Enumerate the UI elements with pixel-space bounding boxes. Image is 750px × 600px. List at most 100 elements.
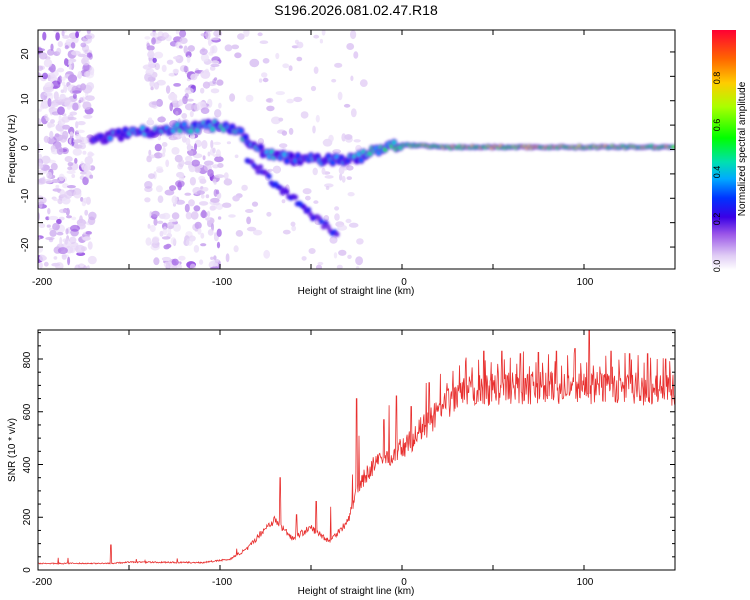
noise-blob [259,40,269,44]
ridge-core [238,128,244,134]
noise-blob [313,66,319,74]
noise-blob [210,256,214,260]
noise-blob [169,185,177,191]
noise-blob [173,83,182,87]
noise-blob [67,114,74,121]
noise-blob [148,149,152,156]
noise-blob [164,189,175,196]
noise-blob [72,148,83,156]
noise-blob [198,201,209,206]
noise-blob [278,117,284,122]
noise-blob [180,132,186,139]
noise-blob [188,150,194,157]
noise-blob [215,189,220,195]
noise-blob [61,30,65,37]
noise-blob [67,162,74,167]
noise-blob [203,160,214,166]
noise-blob [302,188,312,195]
noise-blob [56,218,62,225]
noise-blob [61,76,66,81]
noise-blob [51,179,60,183]
noise-blob [348,222,359,228]
noise-blob [346,43,355,50]
noise-blob [353,139,361,143]
noise-blob [66,170,76,175]
noise-blob [151,101,160,106]
noise-blob [215,149,221,158]
noise-blob [54,133,60,138]
noise-blob [324,175,334,179]
noise-blob [82,176,89,186]
noise-blob [355,265,360,269]
noise-blob [168,93,178,101]
noise-blob [72,90,82,94]
noise-blob [56,47,62,55]
noise-blob [179,45,183,49]
noise-blob [202,81,211,89]
snr-ytick-label: 800 [22,351,33,368]
noise-blob [186,98,194,102]
noise-blob [147,223,151,229]
noise-blob [249,58,260,68]
noise-blob [190,211,199,220]
noise-blob [73,189,82,199]
noise-blob [308,248,316,254]
noise-blob [204,30,213,33]
noise-blob [146,42,150,48]
noise-blob [172,223,181,232]
noise-blob [157,135,162,141]
noise-blob [53,30,60,33]
noise-blob [146,71,154,75]
noise-blob [168,136,178,141]
ridge-branch [283,189,290,195]
noise-blob [282,63,290,69]
noise-blob [194,221,202,230]
noise-blob [189,110,194,118]
noise-blob [190,73,198,81]
noise-blob [38,118,42,126]
noise-blob [52,222,60,231]
noise-blob [179,175,185,182]
noise-blob [345,218,352,224]
ridge-core [107,135,113,141]
noise-blob [38,149,41,154]
ridge-core [358,157,364,163]
noise-blob [331,78,337,83]
noise-blob [193,245,200,253]
noise-blob [85,70,95,79]
noise-blob [207,229,214,236]
noise-blob [206,210,211,218]
noise-blob [217,163,224,168]
noise-blob [43,58,53,68]
noise-blob [315,114,320,123]
ridge-branch [305,207,312,213]
colorbar-label: Normalized spectral amplitude [737,81,748,216]
spectrogram-ytick-label: 0 [20,145,31,151]
noise-blob [189,263,196,269]
noise-blob [156,166,163,171]
noise-blob [317,261,324,266]
noise-blob [208,51,214,56]
noise-blob [144,36,151,40]
colorbar-tick-label: 0.6 [712,119,722,132]
noise-blob [171,195,178,205]
noise-blob [178,99,184,106]
noise-blob [159,230,164,237]
noise-blob [88,152,95,157]
noise-blob [312,125,316,134]
noise-blob [38,48,46,52]
noise-blob [347,192,355,197]
noise-blob [207,151,211,157]
snr-ytick-label: 0 [22,567,33,573]
noise-blob [216,241,221,249]
noise-blob [49,229,57,237]
noise-blob [43,261,49,267]
noise-blob [168,219,178,223]
noise-blob [178,255,186,261]
noise-blob [78,142,87,150]
noise-blob [64,190,73,199]
noise-blob [47,208,51,215]
ridge-core [188,128,194,134]
colorbar-scale [712,30,736,270]
noise-blob [210,88,220,94]
